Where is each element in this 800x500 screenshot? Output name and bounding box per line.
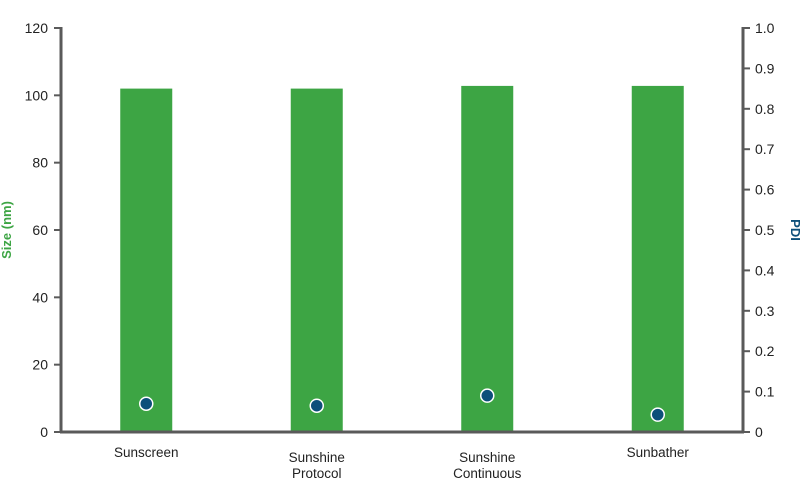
x-category-label-line: Sunshine: [459, 450, 515, 465]
y-right-tick-label: 0.2: [755, 343, 775, 359]
x-category-label: Sunshine Protocol: [289, 450, 345, 481]
pdi-marker: [650, 407, 665, 422]
y-axis-right-title: PDI: [788, 219, 800, 241]
y-left-tick-label: 40: [32, 289, 48, 305]
y-left-tick-label: 60: [32, 222, 48, 238]
y-right-tick-label: 0.4: [755, 262, 775, 278]
x-category-label-line: Continuous: [453, 466, 522, 481]
x-category-label-line: Sunbather: [627, 445, 690, 460]
size-bar: [120, 88, 173, 432]
y-right-tick-label: 0: [755, 424, 763, 440]
y-axis-left-title: Size (nm): [0, 201, 14, 259]
size-bar: [461, 85, 514, 432]
size-bar: [290, 88, 343, 432]
y-left-tick-label: 20: [32, 357, 48, 373]
y-right-tick-label: 0.9: [755, 60, 775, 76]
y-left-tick-label: 100: [25, 87, 49, 103]
y-right-tick-label: 0.5: [755, 222, 775, 238]
pdi-marker: [139, 396, 154, 411]
x-category-label-line: Sunscreen: [114, 445, 179, 460]
x-category-label: Sunbather: [627, 445, 690, 460]
bars-layer: [120, 85, 684, 432]
y-right-tick-label: 0.6: [755, 182, 775, 198]
pdi-marker: [309, 398, 324, 413]
markers-layer: [139, 388, 665, 422]
pdi-marker: [480, 388, 495, 403]
x-category-label: Sunshine Continuous: [453, 450, 522, 481]
axes-layer: [54, 27, 750, 434]
y-right-tick-label: 0.8: [755, 101, 775, 117]
x-category-label-line: Protocol: [292, 466, 342, 481]
y-right-tick-label: 0.1: [755, 384, 775, 400]
x-category-label: Sunscreen: [114, 445, 179, 460]
size-bar: [631, 85, 684, 432]
y-left-tick-label: 80: [32, 155, 48, 171]
x-category-label-line: Sunshine: [289, 450, 345, 465]
y-left-tick-label: 0: [40, 424, 48, 440]
labels-layer: 0 20 40 60 80 100 120 0 0.1 0.2 0.3 0.4 0.5 0.6 0.7 0.8…: [25, 20, 775, 481]
y-left-tick-label: 120: [25, 20, 49, 36]
y-right-tick-label: 0.7: [755, 141, 775, 157]
y-right-tick-label: 0.3: [755, 303, 775, 319]
y-right-tick-label: 1.0: [755, 20, 775, 36]
